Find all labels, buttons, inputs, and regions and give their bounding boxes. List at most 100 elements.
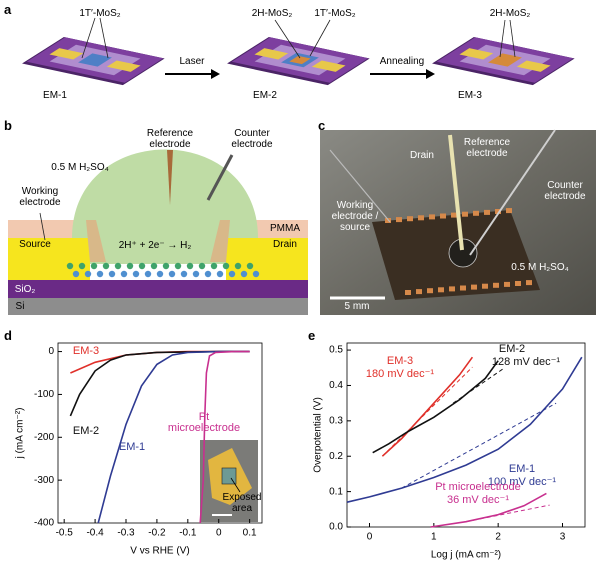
mos2-atom — [96, 270, 104, 278]
series-name: EM-1 — [508, 463, 536, 475]
y-tick-label: -200 — [34, 432, 54, 443]
mos2-atom — [162, 262, 170, 270]
mos2-atom — [114, 262, 122, 270]
panel-letter: a — [4, 2, 12, 17]
drain-label: Drain — [273, 239, 297, 250]
reference-needle — [167, 150, 173, 205]
label-2h: 2H-MoS₂ — [489, 8, 531, 19]
slope-label: 100 mV dec⁻¹ — [487, 476, 557, 488]
x-tick-label: 0 — [216, 528, 222, 539]
mos2-atom — [144, 270, 152, 278]
pad — [482, 283, 488, 289]
si-label: Si — [15, 301, 25, 312]
mos2-atom — [222, 262, 230, 270]
series-name: EM-3 — [386, 355, 414, 367]
droplet-photo — [448, 238, 478, 268]
window — [90, 238, 226, 264]
x-tick-label: -0.3 — [117, 528, 135, 539]
pointer — [509, 19, 516, 58]
inset-window — [221, 467, 237, 485]
device-name: EM-3 — [458, 90, 482, 101]
fit-line — [452, 367, 505, 404]
mos2-2h — [488, 53, 522, 67]
sio2-label: SiO₂ — [14, 284, 36, 295]
working-photo — [329, 149, 391, 223]
series-line — [199, 350, 250, 524]
electrolyte-label: 0.5 M H₂SO₄ — [51, 162, 109, 173]
pad — [407, 216, 413, 222]
y-tick-label: 0.2 — [329, 451, 343, 462]
counter-photo — [469, 129, 556, 256]
mos2-atom — [132, 270, 140, 278]
counter-needle — [206, 154, 234, 201]
mos2-atom — [246, 262, 254, 270]
pad — [515, 281, 521, 286]
label-2h: 2H-MoS₂ — [251, 8, 293, 19]
device-name: EM-2 — [253, 90, 277, 101]
fit-line — [465, 504, 550, 523]
y-tick-label: 0.1 — [329, 486, 343, 497]
mos2-atom — [228, 270, 236, 278]
x-axis-label: Log j (mA cm⁻²) — [431, 550, 501, 561]
y-axis-label: j (mA cm⁻²) — [15, 408, 26, 460]
mos2-atom — [252, 270, 260, 278]
electrode — [311, 60, 346, 72]
label-1t: 1T′-MoS₂ — [314, 8, 356, 19]
pmma-wall — [210, 220, 230, 262]
mos2-atom — [78, 262, 86, 270]
mos2-atom — [180, 270, 188, 278]
slope-label: 36 mV dec⁻¹ — [446, 494, 510, 506]
mos2-atom — [192, 270, 200, 278]
x-tick-label: 0 — [367, 532, 373, 543]
series-line — [346, 356, 583, 503]
pad — [396, 217, 402, 223]
pointer — [99, 17, 109, 59]
series-name: EM-1 — [118, 441, 146, 453]
si-layer — [8, 298, 308, 315]
x-tick-label: -0.5 — [56, 528, 74, 539]
mos2-atom — [84, 270, 92, 278]
mos2-atom — [198, 262, 206, 270]
y-tick-label: 0.5 — [329, 345, 343, 356]
y-tick-label: 0.0 — [329, 522, 343, 533]
label-1t: 1T′-MoS₂ — [79, 8, 121, 19]
mos2-atom — [216, 270, 224, 278]
y-tick-label: -400 — [34, 518, 54, 529]
step-label: Annealing — [379, 56, 425, 67]
series-line — [97, 350, 250, 524]
pad — [451, 212, 457, 218]
y-tick-label: 0.3 — [329, 415, 343, 426]
series-name: EM-3 — [72, 345, 100, 357]
series-name: Pt microelectrode — [167, 411, 241, 434]
mos2-1t — [78, 53, 112, 67]
x-tick-label: 0.1 — [243, 528, 257, 539]
series-name: EM-2 — [498, 343, 526, 355]
pad — [440, 213, 446, 219]
panel-letter: e — [308, 328, 316, 343]
slope-label: 128 mV dec⁻¹ — [491, 356, 561, 368]
source-label: Source — [19, 239, 51, 250]
electrode — [516, 60, 551, 72]
x-tick-label: 2 — [495, 532, 501, 543]
inset-label: Exposed area — [222, 492, 262, 514]
pad — [526, 280, 532, 286]
photo-label: Working electrode / source — [331, 200, 379, 233]
drain-electrode — [226, 238, 308, 280]
electrode — [254, 48, 289, 60]
series-line — [430, 492, 547, 528]
pad — [449, 286, 455, 292]
reference-label: Reference electrode — [146, 128, 194, 150]
pad — [493, 282, 499, 288]
x-axis-label: V vs RHE (V) — [130, 546, 189, 557]
pmma-label: PMMA — [270, 223, 300, 234]
pointer — [81, 17, 96, 59]
pad — [416, 289, 422, 295]
series-name: EM-2 — [72, 425, 100, 437]
mos2-atom — [240, 270, 248, 278]
x-tick-label: 3 — [560, 532, 566, 543]
slope-label: 180 mV dec⁻¹ — [365, 368, 435, 380]
mos2-atom — [168, 270, 176, 278]
mos2-2h — [289, 55, 311, 65]
mos2-atom — [126, 262, 134, 270]
